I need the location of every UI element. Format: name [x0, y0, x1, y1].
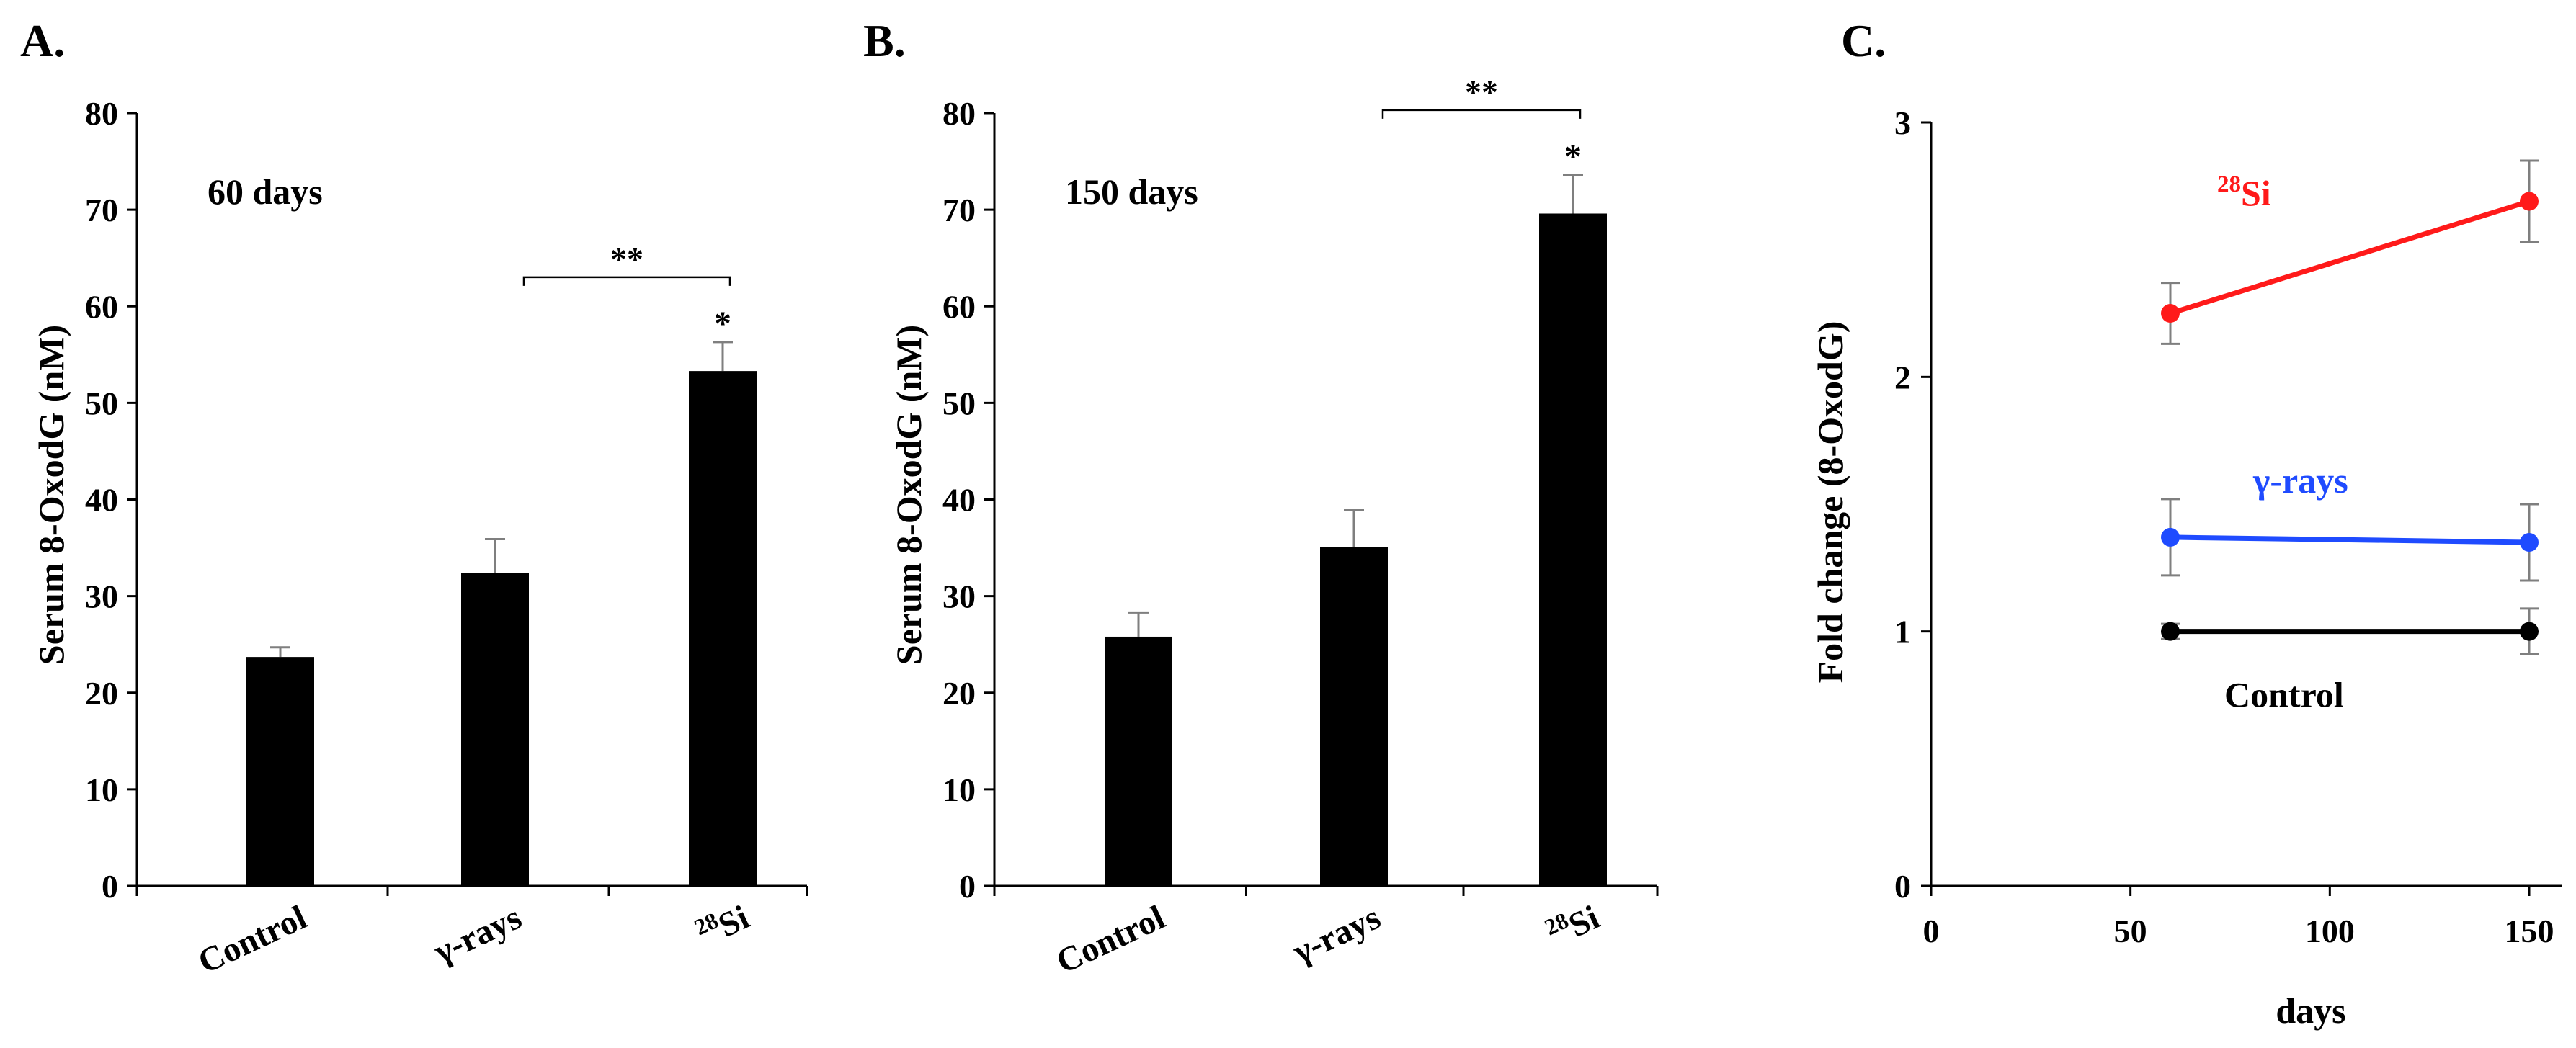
panel-c: C. Fold change (8-OxodG) days 0 1 2 3 0 50 100…: [1810, 15, 2562, 1031]
panel-b-bar: [1320, 547, 1388, 886]
panel-b-y-tick-label: 20: [942, 675, 976, 712]
panel-b-bar: [1539, 213, 1607, 886]
panel-b-ylabel: Serum 8-OxodG (nM): [888, 325, 929, 665]
panel-a-bar: [246, 657, 314, 886]
panel-b-category-label-text: γ-rays: [1287, 898, 1386, 972]
panel-b-significance-label: **: [1465, 73, 1498, 110]
panel-c-x-tick-label: 50: [2114, 913, 2147, 949]
panel-c-series-label: γ-rays: [2252, 460, 2348, 501]
panel-c-letter: C.: [1841, 15, 1886, 66]
panel-a-y-tick-label: 30: [85, 578, 118, 615]
panel-b-category-label: γ-rays: [1287, 898, 1386, 972]
panel-b-y-tick-label: 30: [942, 578, 976, 615]
panel-b-y-tick-label: 0: [959, 868, 976, 905]
panel-c-series-line: [2170, 534, 2530, 545]
panel-c-series-label-text: Si: [2241, 173, 2271, 213]
panel-b-significance-star: *: [1564, 138, 1582, 176]
panel-c-data-point: [2520, 192, 2539, 211]
panel-c-y-tick-label: 1: [1894, 614, 1911, 650]
panel-c-data-point: [2161, 622, 2180, 641]
panel-a-category-label: γ-rays: [428, 898, 527, 972]
panel-a-annotation: 60 days: [208, 171, 323, 212]
panel-c-xlabel: days: [2276, 990, 2345, 1031]
panel-b-y-tick-label: 70: [942, 192, 976, 228]
panel-a-significance-bracket: [522, 276, 731, 286]
panel-c-data-point: [2161, 304, 2180, 323]
panel-a-y-tick-label: 80: [85, 95, 118, 132]
panel-c-data-point: [2520, 622, 2539, 641]
panel-a-y-tick-label: 20: [85, 675, 118, 712]
panel-a-y-tick-label: 60: [85, 288, 118, 325]
panel-c-x-tick-label: 100: [2305, 913, 2355, 949]
panel-b-y-tick-label: 60: [942, 288, 976, 325]
panel-b-y-tick-label: 10: [942, 771, 976, 808]
panel-c-series-label: 28Si: [2217, 171, 2271, 213]
panel-c-y-tick-label: 3: [1894, 104, 1911, 141]
panel-c-ylabel: Fold change (8-OxodG): [1810, 321, 1850, 684]
panel-a-ylabel: Serum 8-OxodG (nM): [31, 325, 71, 665]
panel-a-category-label: Control: [192, 898, 313, 981]
panel-c-x-tick-label: 0: [1923, 913, 1940, 949]
panel-c-data-point: [2520, 533, 2539, 552]
panel-c-series-label-text: Control: [2224, 675, 2344, 715]
panel-a: A. 60 days Serum 8-OxodG (nM) 0 10 20 30 40 5…: [20, 15, 808, 981]
panel-b-y-tick-label: 80: [942, 95, 976, 132]
panel-a-y-tick-label: 0: [102, 868, 118, 905]
panel-a-y-tick-label: 50: [85, 385, 118, 421]
panel-c-series-label-text: γ-rays: [2252, 460, 2348, 501]
panel-a-y-tick-label: 40: [85, 482, 118, 519]
panel-c-y-tick-label: 2: [1894, 359, 1911, 395]
panel-c-series-line: [2169, 199, 2531, 316]
panel-b-category-label: Control: [1051, 898, 1171, 981]
panel-b-category-label-text: Si: [1563, 898, 1605, 945]
panel-b-significance-bracket: [1381, 109, 1582, 119]
panel-a-significance-label: **: [610, 241, 643, 277]
panel-b-y-tick-label: 50: [942, 385, 976, 421]
panel-b: B. 150 days Serum 8-OxodG (nM) 0 10 20 30 40…: [863, 15, 1659, 981]
panel-a-category-label-text: γ-rays: [428, 898, 527, 972]
panel-c-data-point: [2161, 527, 2180, 547]
panel-a-letter: A.: [20, 15, 65, 66]
panel-a-bar: [689, 371, 757, 886]
panel-a-significance-star: *: [714, 305, 731, 343]
panel-b-category-label: 28Si: [1541, 895, 1605, 954]
panel-b-letter: B.: [863, 15, 906, 66]
panel-c-series-label-sup: 28: [2217, 171, 2241, 197]
panel-a-category-label-text: Si: [713, 898, 755, 945]
panel-a-y-tick-label: 10: [85, 771, 118, 808]
panel-c-y-tick-label: 0: [1894, 868, 1911, 905]
panel-a-category-label-text: Control: [192, 898, 313, 981]
panel-b-bar: [1105, 636, 1172, 886]
panel-c-plot: 0 1 2 3 0 50 100 150 28Si γ-rays Control: [1894, 104, 2562, 949]
panel-b-annotation: 150 days: [1065, 171, 1198, 212]
panel-a-y-tick-label: 70: [85, 192, 118, 228]
panel-b-category-label-text: Control: [1051, 898, 1171, 981]
panel-a-category-label: 28Si: [690, 895, 755, 954]
panel-b-y-tick-label: 40: [942, 482, 976, 519]
panel-a-bar: [461, 573, 529, 886]
panel-c-series-label: Control: [2224, 675, 2344, 715]
panel-c-x-tick-label: 150: [2505, 913, 2554, 949]
